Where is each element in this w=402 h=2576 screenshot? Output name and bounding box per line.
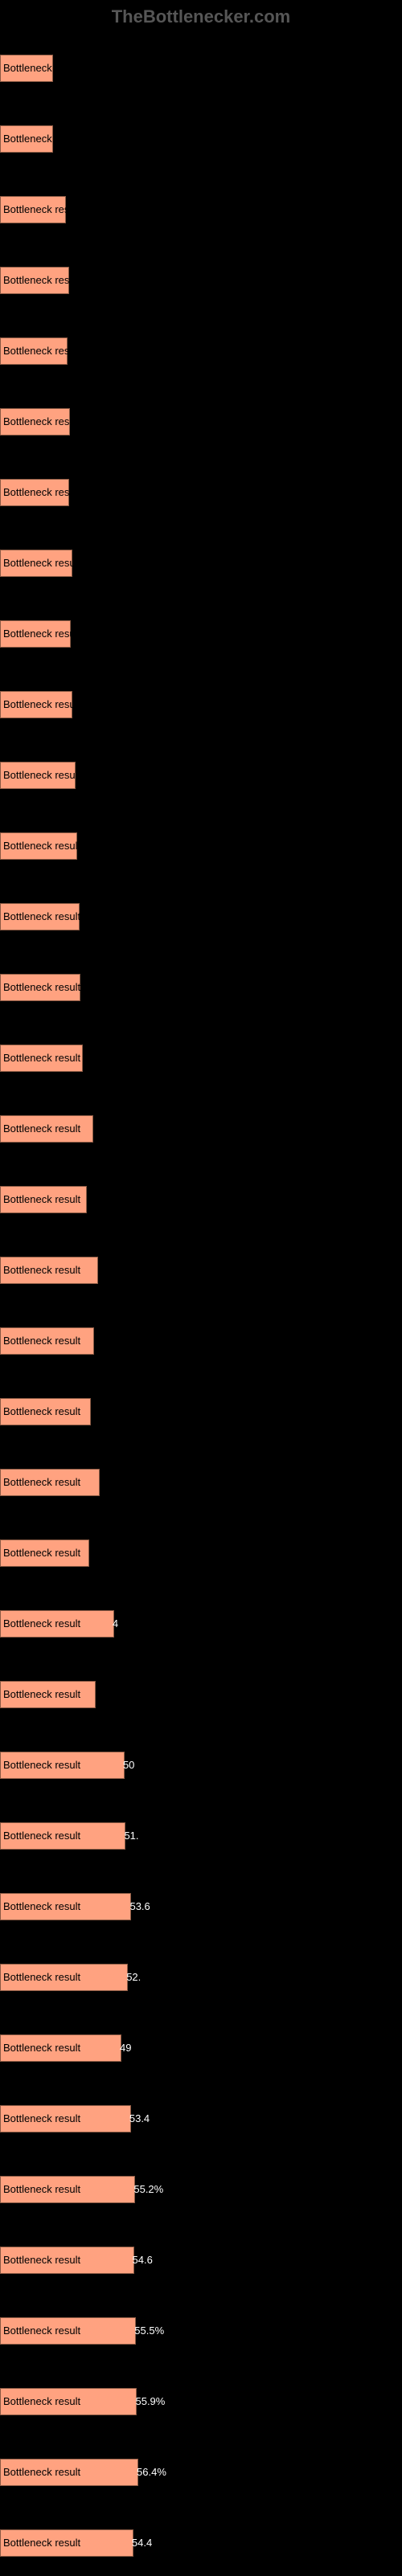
bar-inner-label: Bottleneck result <box>3 2254 80 2266</box>
bar-inner-label: Bottleneck result <box>3 2112 80 2124</box>
bar-inner-label: Bottleneck result <box>3 698 80 710</box>
bar-pct-label: 50 <box>123 1759 134 1771</box>
bar-inner-label: Bottleneck result <box>3 1547 80 1559</box>
bar-inner-label: Bottleneck result <box>3 2042 80 2054</box>
bar-row: Bottleneck result 55.2% <box>0 2152 402 2222</box>
bar-pct-label: 54.4 <box>132 2537 152 2549</box>
bar-row: Bottleneck result <box>0 808 402 879</box>
bar-row: Bottleneck result <box>0 1657 402 1728</box>
site-title: TheBottlenecker.com <box>112 6 291 27</box>
bar-inner-label: Bottleneck result <box>3 1617 80 1629</box>
bar-inner-label: Bottleneck result <box>3 1122 80 1135</box>
bar-inner-label: Bottleneck result <box>3 840 80 852</box>
bar-row: Bottleneck result <box>0 455 402 525</box>
bar-pct-label: 54.6 <box>133 2254 153 2266</box>
bar-row: Bottleneck result 55.5% <box>0 2293 402 2364</box>
bar-row: Bottleneck result 55.9% <box>0 2364 402 2435</box>
bar-inner-label: Bottleneck result <box>3 345 80 357</box>
bar-inner-label: Bottleneck result <box>3 2325 80 2337</box>
bar-inner-label: Bottleneck result <box>3 1759 80 1771</box>
bar-inner-label: Bottleneck result <box>3 1335 80 1347</box>
chart-header: TheBottlenecker.com <box>0 0 402 31</box>
bar-row: Bottleneck result <box>0 243 402 313</box>
bar-inner-label: Bottleneck result <box>3 62 80 74</box>
bar-row: Bottleneck result <box>0 596 402 667</box>
bar-row: Bottleneck result <box>0 1374 402 1445</box>
bar-inner-label: Bottleneck result <box>3 1264 80 1276</box>
bar-inner-label: Bottleneck result <box>3 910 80 922</box>
bar-row: Bottleneck result 49 <box>0 2010 402 2081</box>
bar-row: Bottleneck result <box>0 31 402 101</box>
bar-inner-label: Bottleneck result <box>3 133 80 145</box>
bar-inner-label: Bottleneck result <box>3 1688 80 1700</box>
bar-inner-label: Bottleneck result <box>3 1052 80 1064</box>
bar-row: Bottleneck result 56.4% <box>0 2435 402 2505</box>
bar-inner-label: Bottleneck result <box>3 1830 80 1842</box>
bar-row: Bottleneck result <box>0 1445 402 1515</box>
bar-row: Bottleneck result <box>0 1515 402 1586</box>
bar-row: Bottleneck result <box>0 1233 402 1303</box>
bar-row: Bottleneck result <box>0 101 402 172</box>
bar-inner-label: Bottleneck result <box>3 2395 80 2407</box>
bar-pct-label: 56.4% <box>137 2466 166 2478</box>
bar-inner-label: Bottleneck result <box>3 1193 80 1205</box>
bar-inner-label: Bottleneck result <box>3 1476 80 1488</box>
bar-row: Bottleneck result <box>0 1020 402 1091</box>
bar-pct-label: 4 <box>113 1617 118 1629</box>
bar-row: Bottleneck result <box>0 525 402 596</box>
bar-inner-label: Bottleneck result <box>3 274 80 286</box>
bar-pct-label: 55.9% <box>135 2395 165 2407</box>
bar-inner-label: Bottleneck result <box>3 1405 80 1417</box>
bar-row: Bottleneck result 53.4 <box>0 2081 402 2152</box>
bar-inner-label: Bottleneck result <box>3 2537 80 2549</box>
bar-pct-label: 53.4 <box>129 2112 150 2124</box>
bar-inner-label: Bottleneck result <box>3 2183 80 2195</box>
bar-row: Bottleneck result 53.6 <box>0 1869 402 1940</box>
bar-pct-label: 55.2% <box>133 2183 163 2195</box>
bar-inner-label: Bottleneck result <box>3 981 80 993</box>
bar-inner-label: Bottleneck result <box>3 1900 80 1912</box>
bar-row: Bottleneck result <box>0 667 402 738</box>
bar-inner-label: Bottleneck result <box>3 769 80 781</box>
bar-inner-label: Bottleneck result <box>3 557 80 569</box>
bar-inner-label: Bottleneck result <box>3 1971 80 1983</box>
bar-row: Bottleneck result <box>0 879 402 950</box>
bar-pct-label: 53.6 <box>129 1900 150 1912</box>
bar-row: Bottleneck result <box>0 384 402 455</box>
bar-row: Bottleneck result 4 <box>0 1586 402 1657</box>
bar-row: Bottleneck result 52. <box>0 1940 402 2010</box>
bar-row: Bottleneck result 51. <box>0 1798 402 1869</box>
bar-row: Bottleneck result <box>0 1091 402 1162</box>
bar-row: Bottleneck result <box>0 738 402 808</box>
bar-row: Bottleneck result 54.6 <box>0 2222 402 2293</box>
bar-row: Bottleneck result <box>0 313 402 384</box>
bar-row: Bottleneck result <box>0 172 402 243</box>
bar-pct-label: 55.5% <box>134 2325 164 2337</box>
bar-inner-label: Bottleneck result <box>3 2466 80 2478</box>
bar-row: Bottleneck result <box>0 1303 402 1374</box>
bar-row: Bottleneck result <box>0 1162 402 1233</box>
bar-pct-label: 49 <box>120 2042 131 2054</box>
bar-inner-label: Bottleneck result <box>3 628 80 640</box>
bar-inner-label: Bottleneck result <box>3 415 80 427</box>
bar-inner-label: Bottleneck result <box>3 486 80 498</box>
bar-row: Bottleneck result 54.4 <box>0 2505 402 2576</box>
bar-chart: Bottleneck resultBottleneck resultBottle… <box>0 31 402 2576</box>
bar-pct-label: 51. <box>124 1830 138 1842</box>
bar-inner-label: Bottleneck result <box>3 203 80 215</box>
bar-row: Bottleneck result <box>0 950 402 1020</box>
bar-row: Bottleneck result 50 <box>0 1728 402 1798</box>
bar-pct-label: 52. <box>126 1971 141 1983</box>
